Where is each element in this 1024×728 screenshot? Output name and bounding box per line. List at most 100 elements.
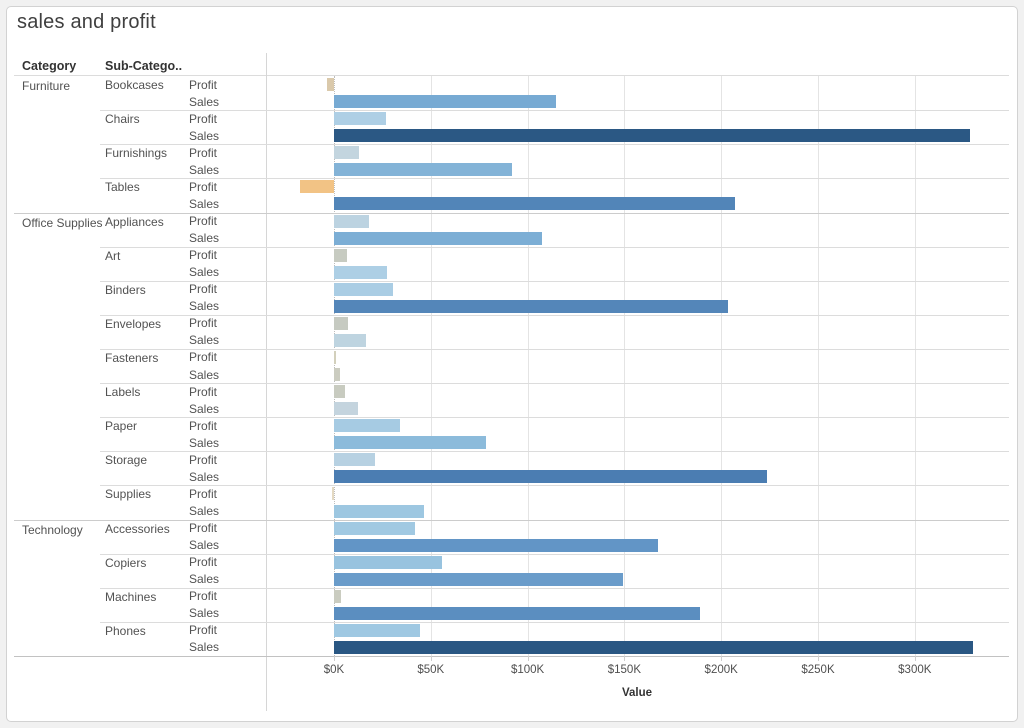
subcategory-label-envelopes[interactable]: Envelopes [105, 316, 162, 331]
bar-machines-sales[interactable] [334, 606, 701, 620]
bar-chairs-sales[interactable] [334, 129, 970, 143]
bar-fasteners-sales[interactable] [334, 368, 340, 381]
bar-binders-profit[interactable] [334, 282, 393, 296]
bar-fasteners-profit[interactable] [334, 350, 336, 364]
column-header-category[interactable]: Category [22, 59, 77, 73]
axis-tick-label: $200K [704, 664, 738, 676]
measure-label[interactable]: Sales [189, 162, 220, 177]
bar-tables-profit[interactable] [299, 180, 334, 194]
bar-copiers-profit[interactable] [334, 555, 442, 569]
measure-label[interactable]: Profit [189, 248, 218, 263]
category-label-office-supplies[interactable]: Office Supplies [22, 215, 103, 230]
bar-supplies-sales[interactable] [334, 504, 425, 518]
measure-label[interactable]: Sales [189, 572, 220, 587]
measure-label[interactable]: Profit [189, 179, 218, 194]
measure-label[interactable]: Profit [189, 214, 218, 228]
measure-label[interactable]: Sales [189, 299, 220, 314]
subcategory-label-bookcases[interactable]: Bookcases [105, 78, 164, 92]
subcategory-label-tables[interactable]: Tables [105, 180, 140, 195]
measure-label[interactable]: Sales [189, 538, 220, 553]
bar-paper-sales[interactable] [334, 436, 486, 450]
bar-labels-sales[interactable] [334, 402, 359, 416]
bar-art-profit[interactable] [334, 248, 347, 262]
measure-label[interactable]: Sales [189, 469, 220, 484]
measure-label[interactable]: Profit [189, 452, 218, 467]
bar-storage-sales[interactable] [334, 470, 768, 484]
bar-appliances-sales[interactable] [334, 231, 543, 245]
bar-phones-profit[interactable] [334, 623, 421, 637]
measure-label[interactable]: Profit [189, 486, 218, 501]
subcategory-label-supplies[interactable]: Supplies [105, 487, 152, 502]
measure-label[interactable]: Sales [189, 606, 220, 621]
bar-storage-profit[interactable] [334, 453, 376, 467]
measure-label[interactable]: Sales [189, 640, 220, 655]
measure-label[interactable]: Sales [189, 401, 220, 416]
zero-gridline [334, 76, 335, 656]
bar-accessories-sales[interactable] [334, 538, 659, 552]
bar-envelopes-sales[interactable] [334, 333, 366, 347]
bar-supplies-profit[interactable] [331, 487, 334, 501]
measure-label[interactable]: Profit [189, 145, 218, 160]
measure-label[interactable]: Profit [189, 589, 218, 604]
bar-accessories-profit[interactable] [334, 521, 416, 535]
measure-label[interactable]: Sales [189, 367, 220, 382]
bar-labels-profit[interactable] [334, 385, 345, 399]
category-label-furniture[interactable]: Furniture [22, 79, 71, 93]
subcategory-label-copiers[interactable]: Copiers [105, 555, 147, 570]
bar-tables-sales[interactable] [334, 197, 735, 211]
bar-bookcases-profit[interactable] [327, 78, 334, 91]
measure-label[interactable]: Profit [189, 555, 218, 570]
axis-tick [527, 656, 529, 661]
bar-envelopes-profit[interactable] [334, 316, 348, 330]
measure-label[interactable]: Profit [189, 384, 218, 399]
subcategory-label-chairs[interactable]: Chairs [105, 112, 140, 127]
bar-machines-profit[interactable] [334, 589, 341, 603]
bar-copiers-sales[interactable] [334, 572, 624, 586]
subcategory-label-binders[interactable]: Binders [105, 282, 146, 297]
bar-binders-sales[interactable] [334, 299, 728, 313]
measure-label[interactable]: Profit [189, 316, 218, 331]
measure-label[interactable]: Sales [189, 504, 220, 518]
measure-label[interactable]: Sales [189, 231, 220, 245]
gridline [721, 76, 723, 656]
measure-label[interactable]: Sales [189, 265, 220, 280]
subcategory-separator [100, 383, 1009, 385]
subcategory-label-appliances[interactable]: Appliances [105, 214, 164, 229]
subcategory-label-labels[interactable]: Labels [105, 385, 141, 400]
measure-label[interactable]: Sales [189, 435, 220, 450]
bar-bookcases-sales[interactable] [334, 95, 557, 109]
measure-label[interactable]: Profit [189, 282, 218, 297]
measure-label[interactable]: Profit [189, 111, 218, 126]
measure-label[interactable]: Profit [189, 623, 218, 638]
measure-label[interactable]: Profit [189, 521, 218, 535]
measure-label[interactable]: Sales [189, 333, 220, 348]
subcategory-label-fasteners[interactable]: Fasteners [105, 350, 159, 365]
gridline [527, 76, 529, 656]
measure-label[interactable]: Sales [189, 94, 220, 109]
measure-label[interactable]: Profit [189, 77, 218, 92]
measure-label[interactable]: Sales [189, 128, 220, 143]
subcategory-label-machines[interactable]: Machines [105, 589, 157, 604]
bar-appliances-profit[interactable] [334, 214, 369, 228]
category-label-technology[interactable]: Technology [22, 522, 83, 537]
subcategory-label-storage[interactable]: Storage [105, 453, 148, 468]
bar-chairs-profit[interactable] [334, 112, 386, 126]
subcategory-label-furnishings[interactable]: Furnishings [105, 146, 168, 161]
axis-tick [818, 656, 819, 661]
column-header-subcategory[interactable]: Sub-Catego.. [105, 59, 183, 73]
bar-furnishings-sales[interactable] [334, 163, 512, 177]
subcategory-label-art[interactable]: Art [105, 248, 121, 263]
bar-art-sales[interactable] [334, 265, 387, 279]
subcategory-separator [100, 417, 1009, 419]
subcategory-label-accessories[interactable]: Accessories [105, 521, 170, 536]
subcategory-separator [100, 144, 1009, 146]
measure-label[interactable]: Profit [189, 418, 218, 433]
axis-tick-label: $100K [510, 664, 545, 676]
bar-paper-profit[interactable] [334, 419, 400, 433]
bar-phones-sales[interactable] [334, 640, 973, 654]
measure-label[interactable]: Profit [189, 350, 218, 365]
measure-label[interactable]: Sales [189, 196, 220, 211]
subcategory-label-paper[interactable]: Paper [105, 419, 138, 434]
bar-furnishings-profit[interactable] [334, 146, 360, 160]
subcategory-label-phones[interactable]: Phones [105, 623, 146, 638]
